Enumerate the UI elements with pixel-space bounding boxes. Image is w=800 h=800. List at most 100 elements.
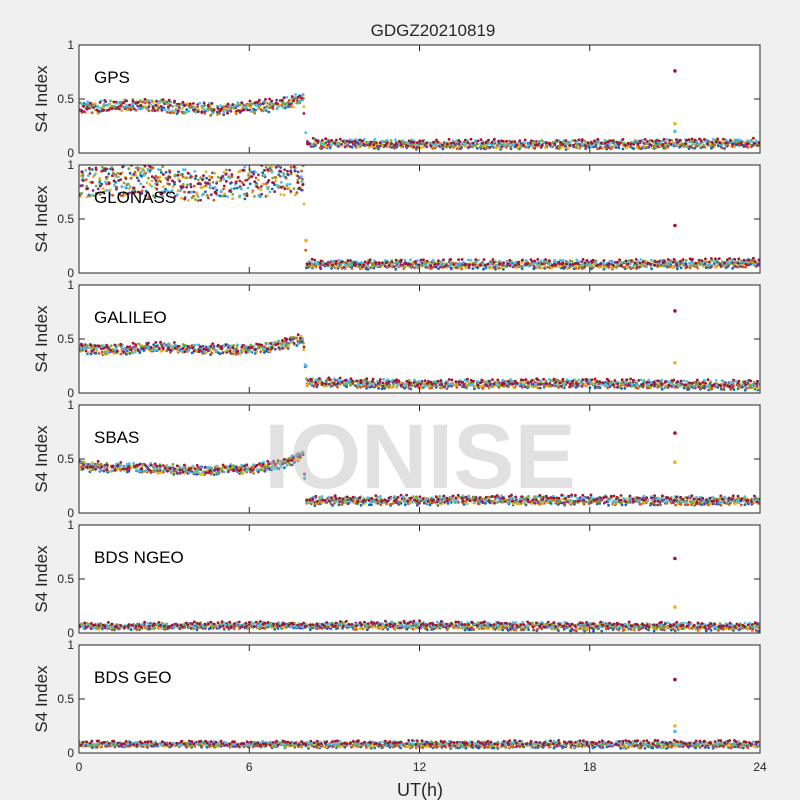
data-point bbox=[671, 260, 675, 264]
data-point bbox=[585, 259, 589, 262]
data-point bbox=[225, 349, 229, 352]
data-point bbox=[696, 261, 700, 265]
data-point bbox=[413, 266, 416, 270]
data-point bbox=[345, 381, 348, 385]
data-point bbox=[421, 142, 425, 145]
data-point bbox=[154, 341, 158, 344]
data-point bbox=[395, 378, 398, 382]
data-point bbox=[180, 103, 184, 107]
data-point bbox=[747, 263, 750, 267]
data-point bbox=[571, 379, 575, 383]
data-point bbox=[321, 142, 325, 146]
data-point bbox=[685, 265, 689, 269]
data-point bbox=[653, 263, 656, 267]
data-point bbox=[125, 108, 129, 112]
data-point bbox=[292, 187, 296, 191]
data-point bbox=[230, 173, 234, 176]
data-point bbox=[562, 145, 565, 149]
data-point bbox=[113, 343, 117, 347]
data-point bbox=[196, 105, 200, 108]
data-point bbox=[102, 347, 105, 350]
data-point bbox=[529, 142, 532, 145]
data-point bbox=[580, 384, 584, 388]
data-point bbox=[161, 346, 165, 350]
data-point bbox=[209, 114, 213, 117]
data-point bbox=[537, 264, 540, 268]
data-point bbox=[119, 352, 123, 356]
data-point bbox=[436, 140, 440, 144]
data-point bbox=[412, 381, 416, 384]
data-point bbox=[246, 108, 250, 112]
data-point bbox=[399, 143, 403, 147]
data-point bbox=[270, 170, 274, 174]
data-point bbox=[586, 141, 590, 145]
data-point bbox=[254, 170, 257, 174]
data-point bbox=[399, 263, 402, 267]
data-point bbox=[310, 382, 313, 386]
data-point bbox=[274, 343, 278, 347]
data-point bbox=[181, 168, 185, 172]
data-point bbox=[462, 385, 466, 389]
data-point bbox=[378, 145, 382, 148]
data-point bbox=[690, 137, 694, 141]
data-point bbox=[594, 143, 598, 147]
data-point bbox=[489, 262, 493, 266]
data-point bbox=[565, 378, 569, 381]
data-point bbox=[111, 193, 115, 197]
data-point bbox=[249, 343, 253, 347]
data-point bbox=[667, 383, 671, 387]
data-point bbox=[461, 141, 465, 145]
data-point bbox=[374, 141, 378, 144]
data-point bbox=[646, 262, 650, 265]
data-point bbox=[87, 174, 90, 178]
data-point bbox=[718, 263, 722, 266]
data-point bbox=[378, 141, 382, 145]
data-point bbox=[469, 258, 473, 262]
data-point bbox=[89, 101, 92, 105]
data-point bbox=[296, 174, 300, 178]
data-point bbox=[635, 381, 638, 384]
data-point bbox=[133, 350, 137, 354]
data-point bbox=[231, 193, 235, 196]
data-point bbox=[284, 176, 288, 180]
data-point bbox=[505, 384, 509, 387]
data-point bbox=[204, 184, 208, 188]
data-point bbox=[422, 263, 426, 267]
data-point bbox=[679, 266, 683, 270]
data-point bbox=[464, 262, 468, 266]
data-point bbox=[606, 386, 609, 390]
data-point bbox=[204, 190, 207, 194]
data-point bbox=[486, 262, 490, 266]
data-point bbox=[441, 147, 445, 151]
data-point bbox=[699, 139, 703, 143]
data-point bbox=[291, 339, 295, 343]
data-point bbox=[452, 141, 456, 145]
data-point bbox=[654, 260, 657, 263]
data-point bbox=[625, 146, 629, 150]
data-point bbox=[322, 261, 325, 265]
data-point bbox=[86, 106, 90, 110]
data-point bbox=[359, 381, 363, 385]
data-point bbox=[179, 185, 183, 188]
y-tick-label: 1 bbox=[67, 38, 74, 52]
data-point bbox=[255, 350, 258, 354]
data-point bbox=[659, 385, 662, 389]
data-point bbox=[493, 265, 497, 269]
data-point bbox=[302, 105, 306, 108]
data-point bbox=[135, 176, 139, 180]
data-point bbox=[321, 139, 324, 142]
data-point bbox=[192, 108, 196, 112]
data-point bbox=[381, 381, 385, 385]
data-point bbox=[234, 181, 238, 184]
data-point bbox=[347, 379, 351, 383]
data-point bbox=[707, 386, 711, 390]
data-point bbox=[704, 382, 707, 385]
data-point bbox=[464, 138, 467, 142]
data-point bbox=[620, 378, 624, 382]
data-point bbox=[403, 383, 407, 387]
data-point bbox=[583, 144, 587, 147]
data-point bbox=[629, 142, 633, 146]
data-point bbox=[429, 264, 432, 267]
data-point bbox=[138, 166, 142, 170]
data-point bbox=[317, 381, 321, 384]
